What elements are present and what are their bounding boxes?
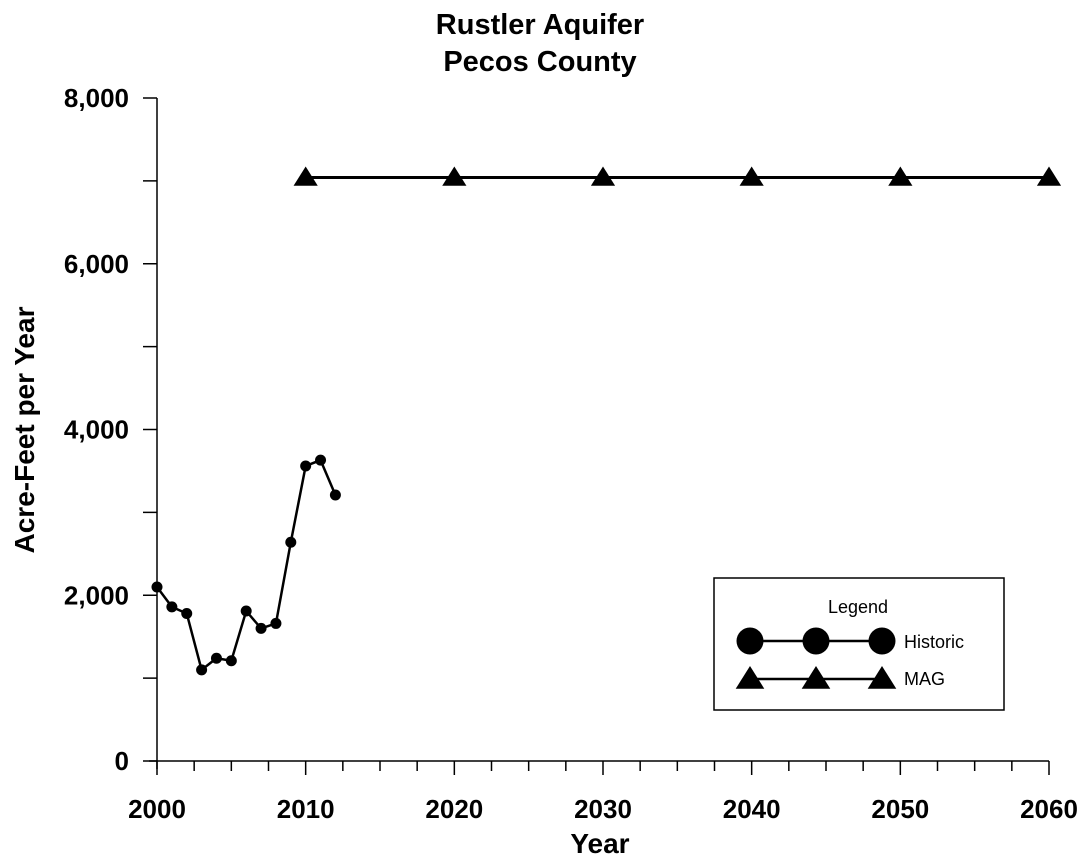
legend-marker-mag	[867, 666, 897, 689]
data-point-historic	[300, 460, 312, 472]
data-point-historic	[255, 622, 267, 634]
legend-marker-mag	[735, 666, 765, 689]
data-point-historic	[181, 607, 193, 619]
y-tick-label: 0	[115, 746, 129, 776]
x-tick-label: 2020	[425, 794, 483, 824]
legend-marker-historic	[802, 627, 830, 655]
data-point-mag	[590, 166, 616, 186]
y-tick-label: 2,000	[64, 580, 129, 610]
legend-marker-mag	[801, 666, 831, 689]
data-point-mag	[1036, 166, 1062, 186]
x-tick-label: 2050	[871, 794, 929, 824]
x-tick-label: 2040	[723, 794, 781, 824]
x-tick-label: 2010	[277, 794, 335, 824]
chart-subtitle: Pecos County	[443, 46, 636, 78]
legend-marker-historic	[736, 627, 764, 655]
legend: Legend Historic MAG	[713, 577, 1005, 711]
y-tick-label: 6,000	[64, 249, 129, 279]
data-point-historic	[196, 664, 208, 676]
legend-title: Legend	[828, 597, 888, 617]
legend-label-historic: Historic	[904, 632, 964, 652]
x-axis-label: Year	[570, 828, 629, 859]
x-tick-label: 2060	[1020, 794, 1078, 824]
data-point-historic	[315, 454, 327, 466]
legend-marker-historic	[868, 627, 896, 655]
data-point-historic	[166, 601, 178, 613]
series-group	[151, 166, 1062, 676]
data-point-mag	[442, 166, 467, 186]
data-point-mag	[888, 166, 913, 186]
data-point-historic	[270, 617, 282, 629]
data-point-historic	[240, 605, 252, 617]
y-tick-label: 8,000	[64, 83, 129, 113]
chart-title: Rustler Aquifer	[436, 9, 644, 41]
data-point-historic	[225, 655, 237, 667]
x-tick-label: 2030	[574, 794, 632, 824]
x-tick-label: 2000	[128, 794, 186, 824]
data-point-historic	[210, 652, 222, 664]
data-point-mag	[293, 166, 318, 186]
data-point-historic	[285, 536, 297, 548]
data-point-historic	[151, 581, 163, 593]
series-line-historic	[155, 458, 337, 672]
data-point-historic	[329, 489, 341, 501]
y-tick-label: 4,000	[64, 415, 129, 445]
legend-label-mag: MAG	[904, 669, 945, 689]
data-point-mag	[739, 166, 764, 186]
y-axis-label: Acre-Feet per Year	[9, 306, 40, 553]
axes: 0 2,000 4,000 6,000 8,000 2000 2010 2020 2030 204…	[64, 83, 1078, 824]
